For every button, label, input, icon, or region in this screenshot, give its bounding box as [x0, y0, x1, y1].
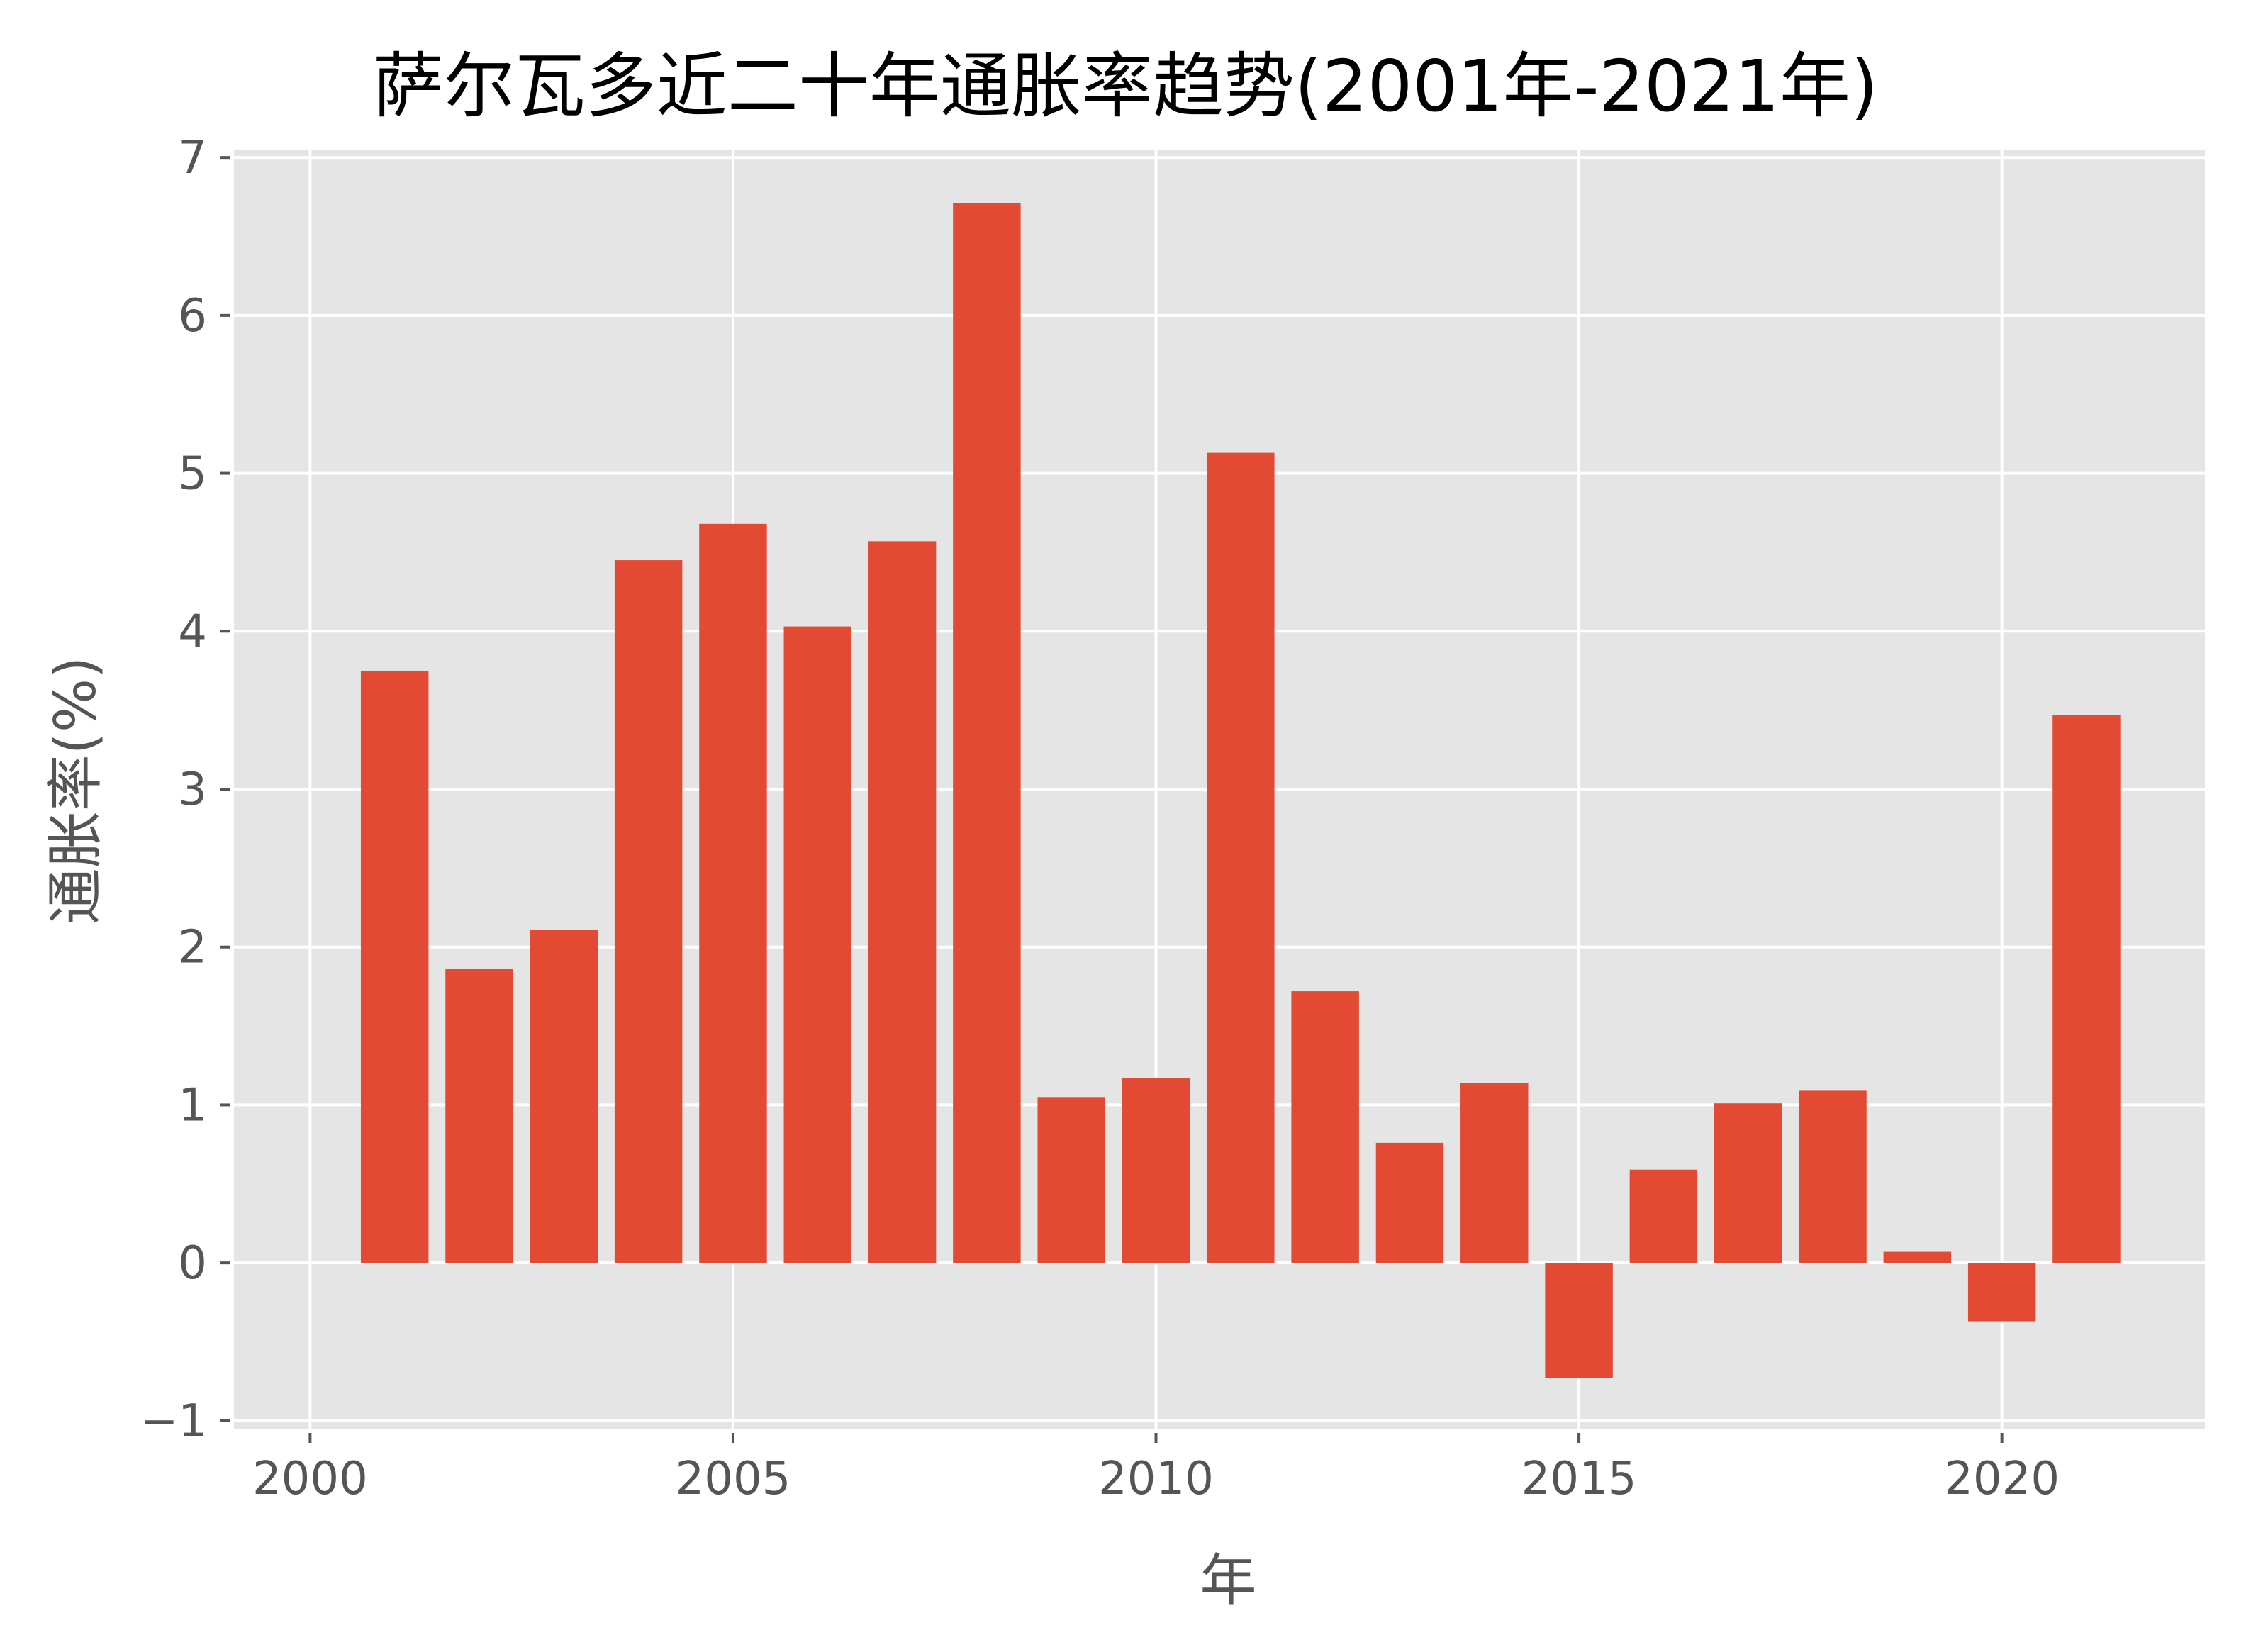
y-tick-label: 2 — [178, 922, 207, 974]
y-tick-label: 5 — [178, 448, 207, 501]
x-axis-label: 年 — [1200, 1548, 1257, 1614]
y-tick-label: 1 — [178, 1079, 207, 1132]
bar-2018 — [1799, 1090, 1867, 1263]
bar-2006 — [783, 626, 851, 1263]
chart-title: 萨尔瓦多近二十年通胀率趋势(2001年-2021年) — [372, 45, 1879, 128]
bar-2008 — [953, 203, 1021, 1263]
bar-2015 — [1545, 1263, 1613, 1378]
bar-2016 — [1629, 1169, 1698, 1263]
bar-2007 — [868, 541, 937, 1263]
bar-2001 — [360, 670, 429, 1263]
bar-2010 — [1122, 1078, 1190, 1263]
y-axis-label: 通胀率(%) — [43, 656, 108, 925]
bar-2020 — [1967, 1263, 2036, 1322]
bar-2011 — [1207, 452, 1275, 1263]
x-tick-label: 2000 — [252, 1453, 368, 1505]
x-tick-label: 2020 — [1944, 1453, 2060, 1505]
bar-2021 — [2052, 715, 2121, 1263]
x-tick-label: 2005 — [676, 1453, 791, 1505]
bar-2002 — [445, 969, 513, 1263]
bar-2017 — [1714, 1103, 1782, 1263]
y-tick-label: −1 — [140, 1395, 207, 1448]
x-tick-label: 2015 — [1521, 1453, 1637, 1505]
bar-2005 — [699, 523, 767, 1263]
y-tick-label: 6 — [178, 290, 207, 342]
bar-2013 — [1375, 1142, 1444, 1263]
y-tick-label: 0 — [178, 1237, 207, 1290]
bar-2009 — [1037, 1097, 1105, 1263]
bar-2012 — [1291, 991, 1359, 1263]
bar-2003 — [530, 930, 598, 1263]
bar-2014 — [1460, 1083, 1529, 1263]
y-tick-label: 7 — [178, 132, 207, 184]
y-tick-label: 4 — [178, 605, 207, 658]
y-tick-label: 3 — [178, 764, 207, 816]
x-tick-label: 2010 — [1098, 1453, 1214, 1505]
bar-2019 — [1883, 1251, 1952, 1263]
bar-2004 — [614, 560, 683, 1263]
